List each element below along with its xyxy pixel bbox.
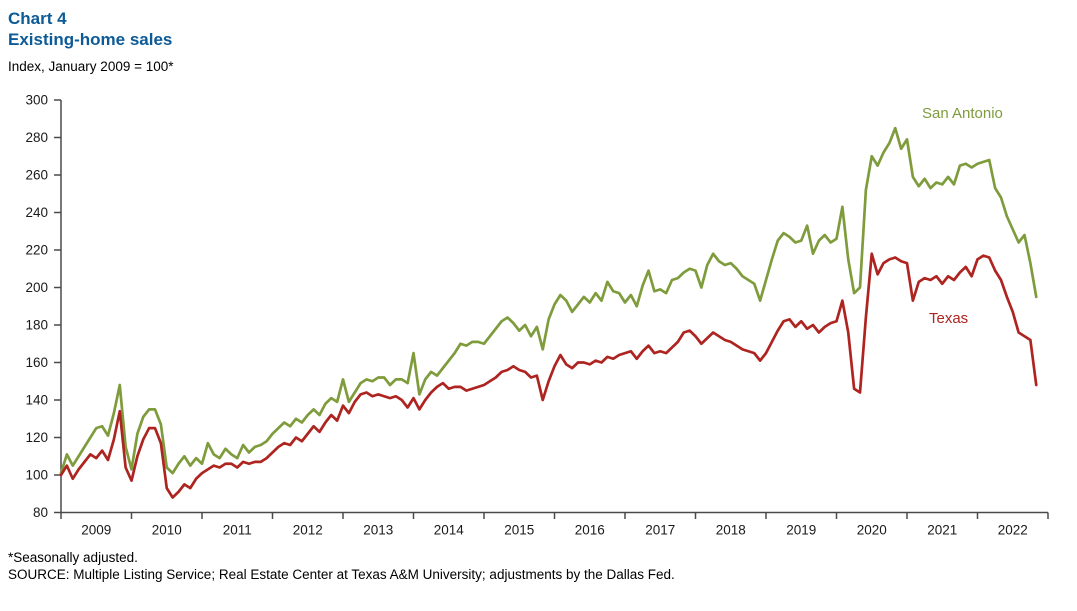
x-tick-label: 2010 xyxy=(152,523,182,538)
y-tick-label: 100 xyxy=(25,468,48,483)
chart-title: Existing-home sales xyxy=(8,30,173,49)
x-tick-label: 2016 xyxy=(575,523,605,538)
x-tick-label: 2018 xyxy=(716,523,746,538)
footnote: *Seasonally adjusted. xyxy=(8,550,138,565)
chart-footer: *Seasonally adjusted. SOURCE: Multiple L… xyxy=(8,549,675,583)
x-tick-label: 2012 xyxy=(293,523,323,538)
x-tick-label: 2014 xyxy=(434,523,465,538)
chart-number: Chart 4 xyxy=(8,9,67,28)
y-tick-label: 280 xyxy=(25,130,48,145)
x-tick-label: 2022 xyxy=(998,523,1028,538)
series-label-san-antonio: San Antonio xyxy=(922,105,1003,122)
x-tick-label: 2019 xyxy=(786,523,816,538)
y-tick-label: 140 xyxy=(25,393,48,408)
source-line: SOURCE: Multiple Listing Service; Real E… xyxy=(8,567,675,582)
y-tick-label: 180 xyxy=(25,318,48,333)
x-tick-label: 2013 xyxy=(363,523,393,538)
series-lines xyxy=(59,126,1038,499)
x-tick-label: 2017 xyxy=(645,523,675,538)
series-line-san-antonio xyxy=(59,126,1038,475)
x-tick-label: 2020 xyxy=(857,523,887,538)
tick-marks xyxy=(54,99,1049,519)
y-tick-label: 260 xyxy=(25,168,48,183)
y-tick-label: 160 xyxy=(25,355,48,370)
axis-unit-label: Index, January 2009 = 100* xyxy=(8,59,174,74)
y-tick-label: 120 xyxy=(25,430,48,445)
series-label-texas: Texas xyxy=(929,310,969,327)
x-tick-label: 2015 xyxy=(504,523,534,538)
x-tick-label: 2011 xyxy=(223,523,252,538)
y-tick-label: 220 xyxy=(25,243,48,258)
x-tick-label: 2021 xyxy=(927,523,957,538)
y-tick-label: 240 xyxy=(25,205,48,220)
y-tick-label: 80 xyxy=(33,505,48,520)
x-tick-label: 2009 xyxy=(81,523,111,538)
chart-header: Chart 4 Existing-home sales Index, Janua… xyxy=(8,8,174,74)
y-tick-label: 200 xyxy=(25,280,48,295)
tick-labels: 80 100 120 140 160 180 200 220 240 260 280 300 2009 2… xyxy=(25,93,1027,538)
y-tick-label: 300 xyxy=(25,93,48,108)
series-line-texas xyxy=(59,252,1038,499)
